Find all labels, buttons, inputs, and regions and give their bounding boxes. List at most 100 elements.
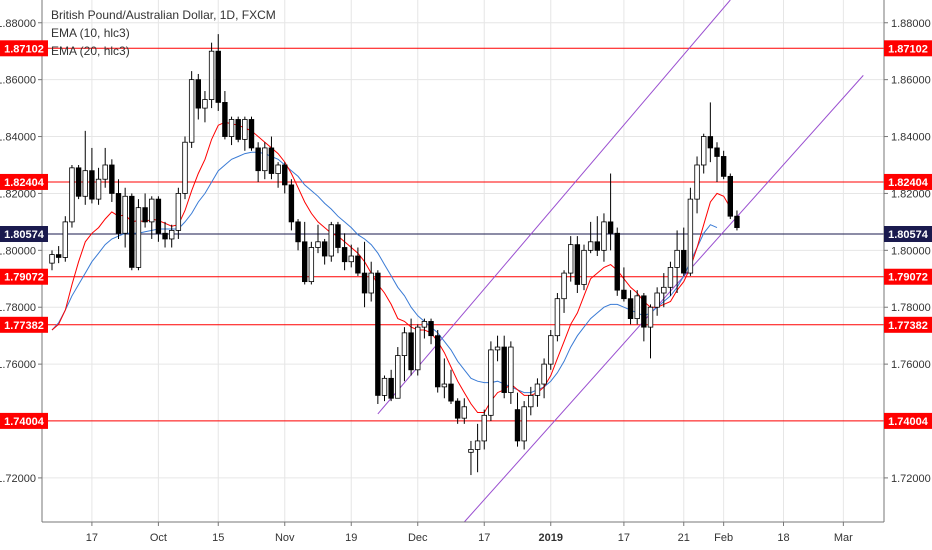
candle [548,329,554,370]
level-badge-right-text: 1.77382 [888,320,928,332]
level-badge-left [0,226,48,243]
candle [301,221,308,285]
candle-body [388,377,394,399]
candle [654,287,660,316]
candle [355,247,361,276]
candle-body [601,221,607,251]
x-tick-label: 17 [478,532,490,544]
candle [494,335,501,362]
candle-body [621,289,627,300]
candle-body [428,321,434,337]
candle [142,193,148,228]
candle [368,261,374,302]
candle-body [468,449,474,453]
candle-body [568,244,574,274]
candle [208,42,215,109]
candle-body [694,164,700,200]
candle-body [115,193,122,234]
candle [115,179,122,239]
candle-body [494,346,501,351]
candle-body [707,136,714,149]
ema-20-path [51,151,718,394]
x-tick-label: Oct [150,532,167,544]
level-badge-left-text: 1.77382 [4,320,44,332]
candle [341,233,348,271]
candle-body [534,383,541,396]
candle [275,162,281,188]
candle-body [215,50,221,103]
candle-body [49,254,55,264]
candle-body [102,164,108,180]
candle-body [581,249,587,285]
candle [129,193,135,271]
candle [162,221,168,248]
candle [674,230,680,294]
candle [401,327,408,382]
candle [228,116,235,146]
candle-body [661,286,667,294]
trend-channel[interactable] [377,0,864,523]
x-tick-label: Dec [408,532,428,544]
candle-body [381,377,388,396]
x-tick-label: 2019 [539,532,563,544]
x-tick-label: 19 [345,532,357,544]
candle [634,290,640,325]
candle [454,398,461,424]
x-tick-label: 15 [212,532,224,544]
candle-body [162,232,168,240]
candle-body [521,406,527,442]
candle [75,164,82,200]
candle-body [242,119,248,140]
candle-body [421,321,428,328]
candle [155,196,162,242]
candle [581,244,587,291]
candle [501,335,507,399]
y-tick-label-left: 1.72000 [0,473,36,485]
candle [514,392,521,447]
candle [395,347,401,399]
candle-body [375,272,381,396]
candle-body [168,230,175,240]
candle-body [295,221,301,243]
candle-body [561,272,567,300]
candle-body [315,241,321,248]
candle [69,164,75,228]
candle [168,224,175,248]
level-badge-right-text: 1.80574 [888,229,929,241]
candle [222,91,228,140]
level-badge-left [0,268,48,285]
candle-body [202,99,208,109]
y-tick-label-right: 1.88000 [891,18,931,30]
candle [188,71,195,148]
candle [89,147,95,204]
candle-body [55,254,62,258]
candle [448,369,454,404]
price-badges: 1.87102 1.87102 1.82404 1.82404 1.80574 1.805… [0,40,932,429]
candle [701,133,707,174]
candle [541,358,547,399]
candle-body [95,178,102,200]
horizontal-levels[interactable] [0,47,932,422]
candle-body [634,295,640,320]
candle [288,179,295,231]
candle [375,270,381,404]
candle-body [508,346,514,393]
candle [720,150,727,180]
candle-body [155,198,162,234]
candle-body [89,170,95,200]
x-tick-label: 18 [777,532,789,544]
candle-body [441,383,448,388]
y-tick-label-right: 1.82000 [891,188,931,200]
grid [42,0,884,522]
candle [321,238,328,265]
candle [561,270,567,313]
y-tick-label-right: 1.86000 [891,75,931,87]
y-tick-label-left: 1.80000 [0,245,36,257]
x-tick-label: Feb [714,532,733,544]
candle-body [461,406,467,419]
candle-body [481,414,487,442]
candle-body [448,383,454,402]
candle-body [75,167,82,197]
candle-body [288,184,295,223]
